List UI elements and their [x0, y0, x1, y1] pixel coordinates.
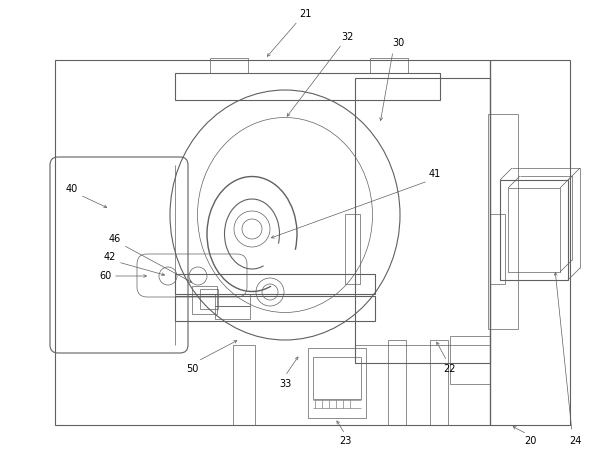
Bar: [490, 60, 570, 425]
Bar: [388, 340, 406, 425]
Bar: [308, 348, 366, 418]
Bar: [490, 214, 505, 284]
Text: 24: 24: [569, 436, 581, 446]
Text: 60: 60: [99, 271, 111, 281]
Text: 42: 42: [104, 252, 116, 262]
Text: 33: 33: [279, 379, 291, 389]
Text: 41: 41: [429, 169, 441, 179]
Bar: [450, 336, 490, 384]
Bar: [355, 345, 490, 363]
Text: 46: 46: [109, 234, 121, 244]
Text: 50: 50: [186, 364, 198, 374]
Bar: [175, 296, 375, 321]
Text: 22: 22: [444, 364, 456, 374]
Bar: [215, 294, 250, 306]
Bar: [215, 306, 250, 319]
Bar: [55, 60, 490, 425]
Bar: [200, 289, 218, 309]
Text: 23: 23: [339, 436, 351, 446]
Bar: [175, 73, 440, 100]
Bar: [430, 340, 448, 425]
Bar: [233, 345, 255, 425]
Text: 20: 20: [524, 436, 536, 446]
Bar: [500, 180, 568, 280]
Text: 21: 21: [299, 9, 311, 19]
Bar: [508, 188, 560, 272]
Bar: [192, 286, 217, 314]
Bar: [488, 114, 518, 329]
Bar: [210, 58, 248, 73]
Text: 32: 32: [342, 32, 354, 42]
Text: 30: 30: [392, 38, 404, 48]
Bar: [175, 274, 375, 294]
Text: 40: 40: [66, 184, 78, 194]
Bar: [313, 357, 361, 399]
Bar: [355, 78, 490, 363]
Bar: [345, 214, 360, 284]
Bar: [370, 58, 408, 73]
